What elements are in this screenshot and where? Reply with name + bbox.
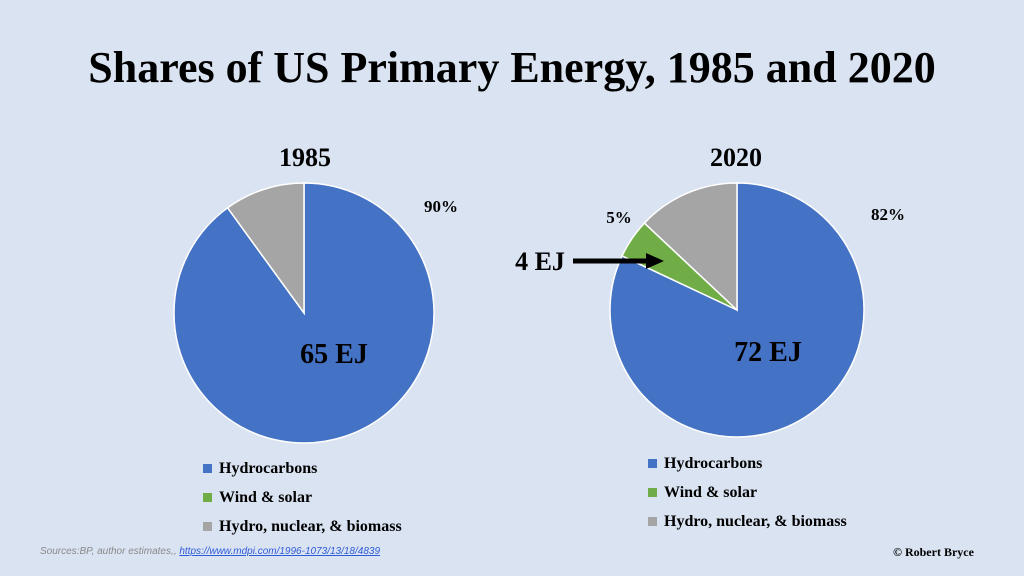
swatch-wind-solar xyxy=(203,493,212,502)
slice-hydrocarbons xyxy=(173,182,435,444)
slice-hydro-nuclear-biomass xyxy=(643,182,738,312)
legend-label: Wind & solar xyxy=(664,484,758,501)
swatch-hydro-nuclear-biomass xyxy=(203,522,212,531)
legend-item-hydrocarbons: Hydrocarbons xyxy=(203,454,402,483)
legend-label: Wind & solar xyxy=(219,489,313,506)
slice-hydro-nuclear-biomass xyxy=(226,182,305,316)
slice-hydrocarbons xyxy=(609,182,865,438)
data-label-total-2020: 72 EJ xyxy=(734,337,802,368)
legend-item-hydro-nuclear-biomass: Hydro, nuclear, & biomass xyxy=(203,512,402,541)
chart-2020-title: 2020 xyxy=(710,143,762,172)
legend-item-hydro-nuclear-biomass: Hydro, nuclear, & biomass xyxy=(648,507,847,536)
source-text: Sources:BP, author estimates,, xyxy=(40,546,180,557)
swatch-hydrocarbons xyxy=(203,464,212,473)
page-title: Shares of US Primary Energy, 1985 and 20… xyxy=(88,43,936,92)
data-label-share-1985: 90% xyxy=(424,197,458,216)
credit: © Robert Bryce xyxy=(893,545,974,559)
legend-label: Hydrocarbons xyxy=(664,455,763,472)
data-label-share-2020: 82% xyxy=(871,205,905,224)
data-label-wind-share-2020: 5% xyxy=(606,208,632,227)
swatch-hydro-nuclear-biomass xyxy=(648,517,657,526)
source-link[interactable]: https://www.mdpi.com/1996-1073/13/18/483… xyxy=(179,546,381,557)
swatch-wind-solar xyxy=(648,488,657,497)
callout-arrow-head xyxy=(646,253,664,269)
swatch-hydrocarbons xyxy=(648,459,657,468)
legend-1985: Hydrocarbons Wind & solar Hydro, nuclear… xyxy=(203,454,402,541)
legend-label: Hydro, nuclear, & biomass xyxy=(664,513,847,530)
legend-item-hydrocarbons: Hydrocarbons xyxy=(648,449,847,478)
callout-label-wind-2020: 4 EJ xyxy=(515,247,565,276)
data-label-total-1985: 65 EJ xyxy=(300,339,368,370)
legend-label: Hydro, nuclear, & biomass xyxy=(219,518,402,535)
legend-label: Hydrocarbons xyxy=(219,460,318,477)
legend-item-wind-solar: Wind & solar xyxy=(203,483,402,512)
legend-2020: Hydrocarbons Wind & solar Hydro, nuclear… xyxy=(648,449,847,536)
legend-item-wind-solar: Wind & solar xyxy=(648,478,847,507)
chart-1985-title: 1985 xyxy=(279,143,331,172)
source-note: Sources:BP, author estimates,, https://w… xyxy=(40,546,380,557)
